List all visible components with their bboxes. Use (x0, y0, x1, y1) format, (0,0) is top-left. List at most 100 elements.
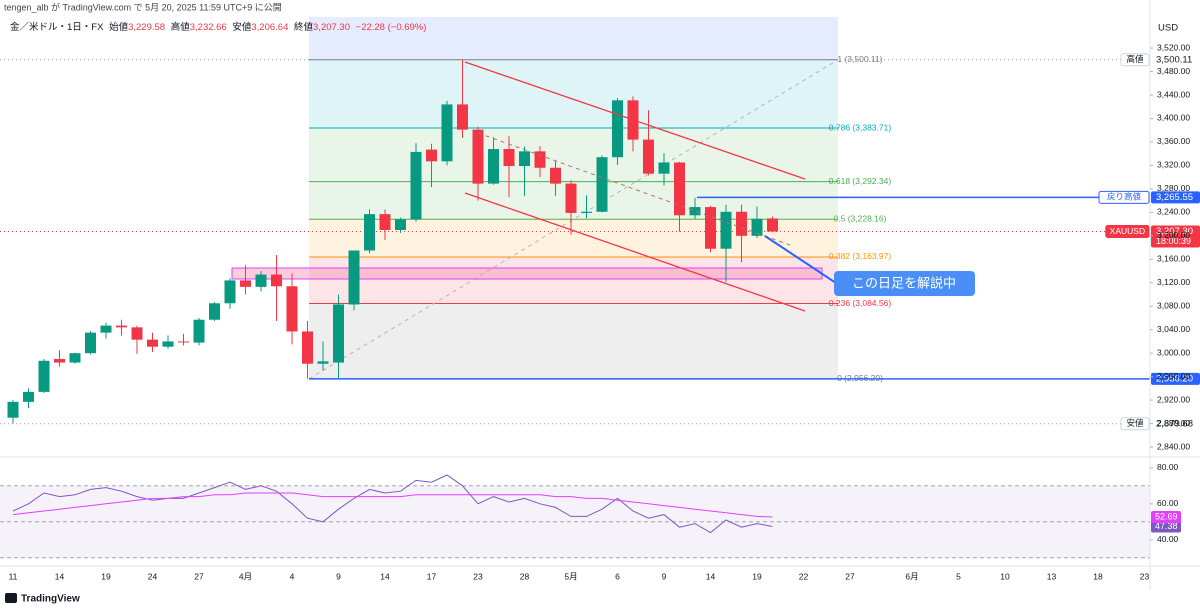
x-tick-label: 13 (1047, 571, 1057, 581)
x-tick-label: 4月 (239, 571, 252, 581)
y-tick-label: 40.00 (1157, 534, 1179, 544)
fib-zone (309, 256, 838, 304)
y-tick-label: 3,520.00 (1157, 42, 1190, 52)
candle-body (85, 332, 96, 354)
callout-box (834, 271, 975, 296)
candle-body (534, 151, 546, 168)
x-tick-label: 14 (55, 571, 65, 581)
candle-body (54, 359, 65, 363)
candle-body (131, 327, 143, 340)
ohlc-label: 始値 (109, 21, 129, 33)
y-tick-label: 3,400.00 (1157, 113, 1190, 123)
x-tick-label: 6 (615, 571, 620, 581)
x-tick-label: 6月 (905, 571, 918, 581)
candle-body (193, 319, 205, 343)
price-label: 2,879.68 (1156, 418, 1193, 429)
rsi-value-box (1151, 520, 1181, 533)
callout-text: この日足を解説中 (852, 275, 956, 290)
y-tick-label: 3,320.00 (1157, 160, 1190, 170)
candle-body (147, 339, 158, 347)
fib-label: 0.5 (3,228.16) (834, 214, 887, 224)
price-label: 3,207.30 (1156, 226, 1193, 237)
candle-body (674, 162, 685, 216)
y-tick-label: 3,280.00 (1157, 183, 1190, 193)
price-tag-box (1105, 225, 1150, 239)
candle-body (38, 360, 50, 392)
candle-body (240, 280, 251, 287)
candle-body (565, 183, 577, 213)
y-tick-label: 3,040.00 (1157, 324, 1190, 334)
y-tick-label: 3,160.00 (1157, 254, 1190, 264)
fib-label: 0.236 (3,084.56) (829, 298, 892, 308)
x-tick-label: 4 (290, 571, 295, 581)
x-tick-label: 28 (520, 571, 530, 581)
price-label-box (1151, 372, 1200, 385)
publish-line: tengen_alb が TradingView.com で 5月 20, 20… (4, 1, 282, 12)
rsi-value-label: 47.38 (1155, 521, 1178, 531)
candle-body (116, 325, 127, 328)
fib-zone (309, 59, 838, 129)
x-tick-label: 27 (845, 571, 855, 581)
candle-body (333, 304, 344, 363)
price-label-sub: 18:00:39 (1156, 236, 1191, 246)
channel-upper (464, 61, 806, 180)
symbol: 金／米ドル・1日・FX (10, 21, 104, 33)
rsi-value-box (1151, 510, 1181, 523)
fib-zone (309, 303, 838, 379)
y-tick-label: 3,120.00 (1157, 277, 1190, 287)
candle-body (658, 162, 670, 174)
x-tick-label: 19 (101, 571, 111, 581)
candle-body (178, 341, 189, 343)
ohlc-label: 高値 (171, 21, 191, 33)
ohlc-value: 3,229.58 (128, 22, 165, 33)
candle-body (348, 250, 360, 305)
candle-body (720, 211, 732, 249)
ohlc-label: 終値 (294, 21, 314, 33)
fib-zone (309, 128, 838, 182)
candle-body (736, 211, 747, 236)
candle-body (317, 361, 329, 364)
candle-body (751, 218, 763, 236)
candle-body (7, 401, 19, 418)
x-tick-label: 14 (706, 571, 716, 581)
candle-body (69, 353, 81, 363)
price-label-box (1151, 191, 1200, 204)
price-tag: 高値 (1126, 54, 1144, 64)
y-tick-label: 3,240.00 (1157, 207, 1190, 217)
candle-body (767, 218, 778, 232)
y-tick-label: 3,000.00 (1157, 347, 1190, 357)
y-tick-label: 3,360.00 (1157, 136, 1190, 146)
price-tag-box (1120, 417, 1150, 431)
x-tick-label: 9 (336, 571, 341, 581)
candle-body (209, 303, 220, 320)
x-tick-label: 11 (9, 571, 18, 581)
candle-body (705, 207, 716, 249)
x-tick-label: 23 (1140, 571, 1150, 581)
candle-body (457, 104, 468, 130)
candle-body (488, 149, 499, 184)
candle-body (441, 104, 453, 162)
y-tick-label: 2,840.00 (1157, 441, 1190, 451)
candle-body (426, 149, 437, 162)
fib-trend (308, 59, 839, 380)
x-tick-label: 24 (148, 571, 158, 581)
candle-body (379, 214, 391, 230)
candle-body (519, 151, 530, 167)
y-tick-label: 80.00 (1157, 462, 1179, 472)
y-tick-label: 2,880.00 (1157, 418, 1190, 428)
ohlc-label: 安値 (232, 21, 252, 33)
candle-body (395, 219, 406, 230)
drawings-back: 1 (3,500.11) 0.786 (3,383.71) 0.618 (3,292… (0, 17, 1150, 559)
candle-body (550, 167, 561, 184)
y-tick-label: 60.00 (1157, 498, 1179, 508)
candle-body (581, 211, 592, 213)
y-tick-label: 2,920.00 (1157, 394, 1190, 404)
candle-body (302, 331, 313, 364)
y-tick-label: 3,440.00 (1157, 89, 1190, 99)
x-tick-label: 22 (799, 571, 809, 581)
price-tag: XAUUSD (1110, 226, 1145, 236)
channel-lower (464, 192, 806, 312)
candle-body (286, 286, 298, 332)
fib-top-zone (309, 17, 838, 60)
